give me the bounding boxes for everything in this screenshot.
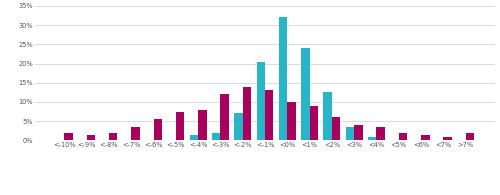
Bar [346,127,354,140]
Bar [421,135,430,140]
Bar [265,90,274,140]
Bar [242,87,251,140]
Bar [256,62,265,140]
Bar [190,135,198,140]
Bar [198,110,206,140]
Bar [220,94,229,140]
Bar [176,112,184,140]
Bar [466,133,474,140]
Bar [332,117,340,140]
Bar [444,136,452,140]
Bar [64,133,73,140]
Bar [234,113,242,140]
Bar [368,136,376,140]
Bar [288,102,296,140]
Bar [86,135,95,140]
Bar [279,17,287,140]
Bar [301,48,310,140]
Bar [354,125,362,140]
Bar [154,119,162,140]
Bar [109,133,118,140]
Bar [324,92,332,140]
Bar [310,106,318,140]
Bar [398,133,407,140]
Bar [376,127,385,140]
Bar [132,127,140,140]
Bar [212,133,220,140]
